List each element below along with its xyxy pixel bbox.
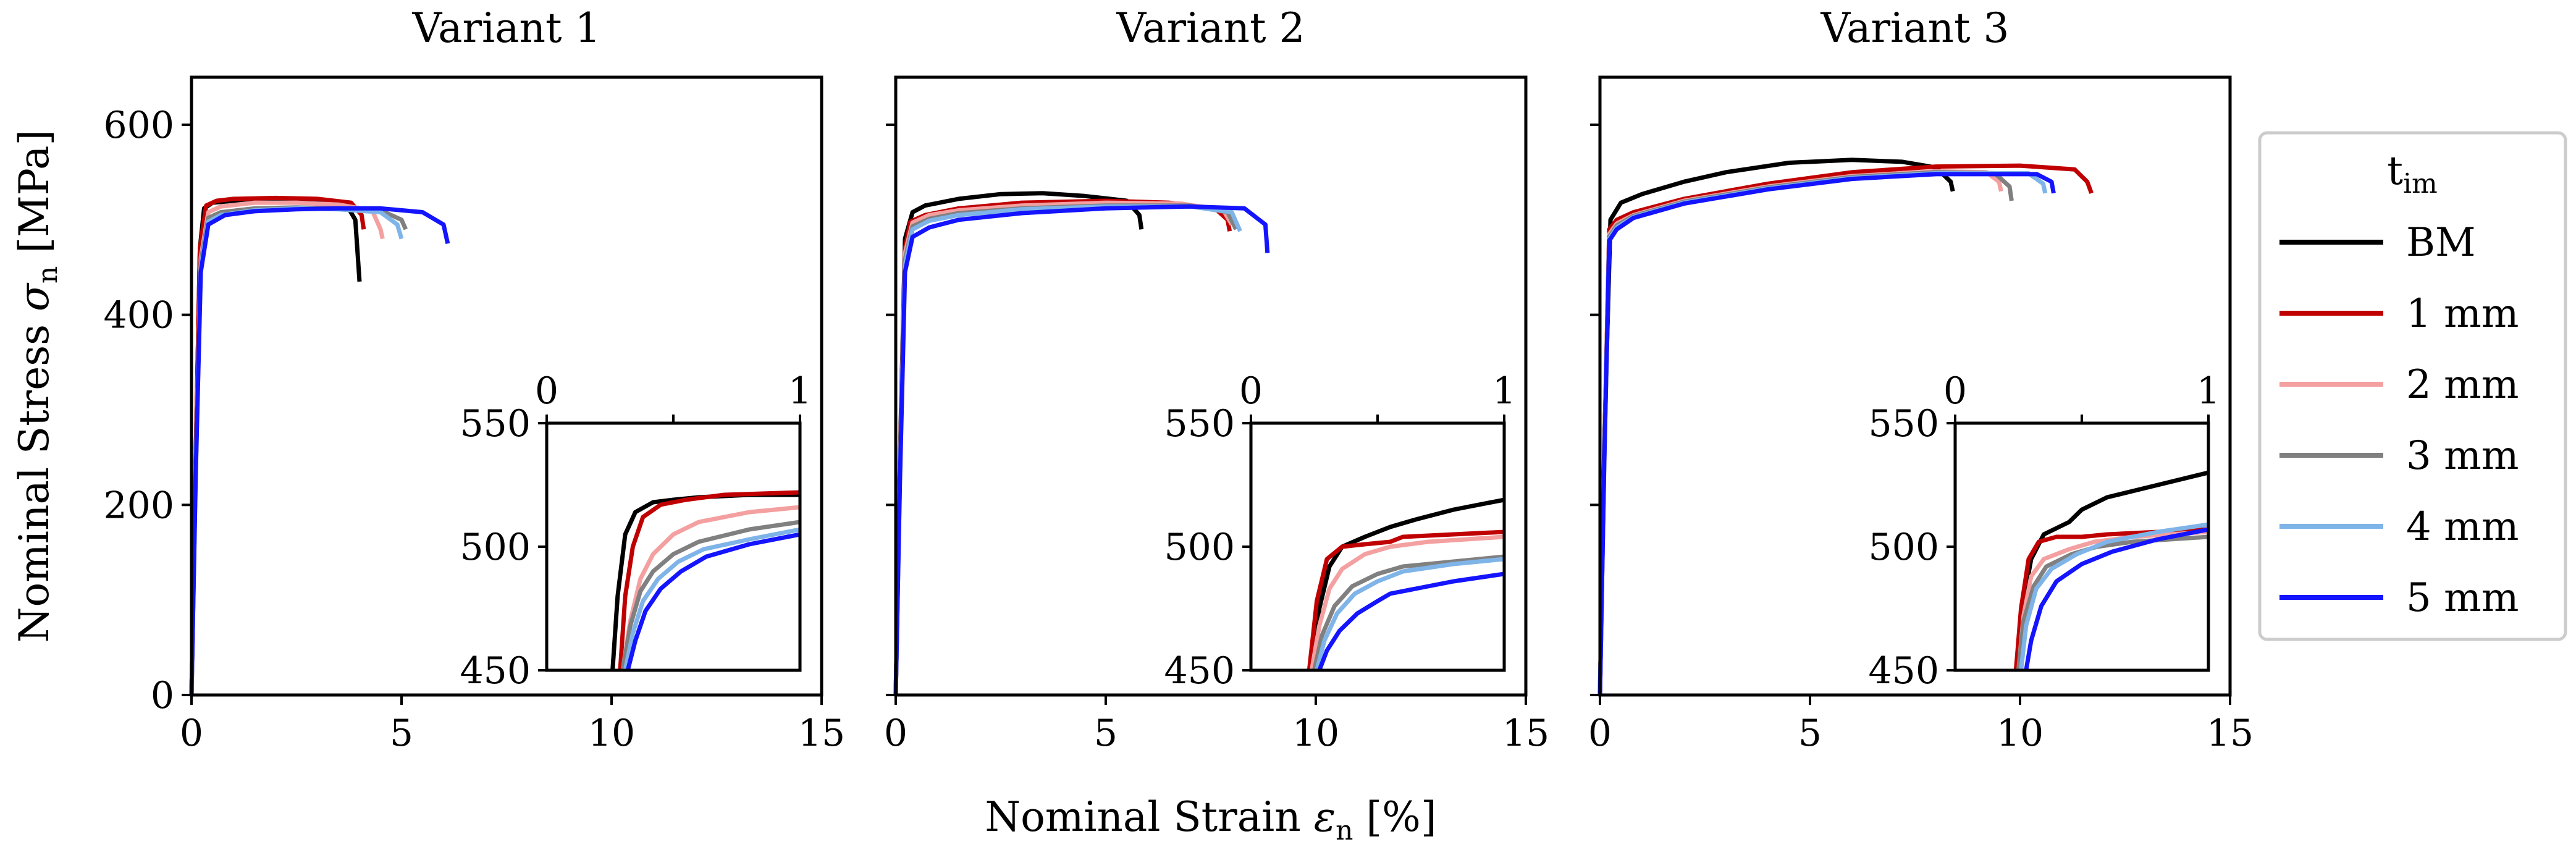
series-line-1-mm xyxy=(893,198,1232,696)
inset-series-line-3-mm xyxy=(620,520,800,670)
inset-series-line-5-mm xyxy=(2024,527,2208,670)
inset-series-line-bm xyxy=(1309,497,1504,670)
inset-series-line-5-mm xyxy=(1317,571,1504,670)
inset-y-tick-label: 500 xyxy=(460,526,531,569)
legend-box xyxy=(2258,131,2567,641)
series-line-5-mm xyxy=(189,206,450,696)
legend-label: 5 mm xyxy=(2406,575,2519,621)
series-line-bm xyxy=(893,191,1144,696)
inset-y-tick-label: 550 xyxy=(460,402,531,445)
x-tick-label: 10 xyxy=(1997,712,2044,755)
panel-title: Variant 2 xyxy=(1116,4,1305,52)
inset-series-line-3-mm xyxy=(2016,534,2208,670)
inset-series-line-4-mm xyxy=(1315,557,1504,670)
y-tick-label: 200 xyxy=(103,484,174,527)
inset-x-tick-label: 0 xyxy=(1239,369,1263,413)
legend-label: 1 mm xyxy=(2406,291,2519,337)
legend-label: BM xyxy=(2406,220,2476,266)
legend: tim BM 1 mm 2 mm 3 mm 4 mm 5 mm xyxy=(2258,131,2567,641)
series-line-5-mm xyxy=(893,204,1270,696)
inset-y-tick-label: 550 xyxy=(1868,402,1939,445)
inset-series-line-5-mm xyxy=(625,532,800,670)
inset-series-line-1-mm xyxy=(618,490,800,670)
panel-1: Variant 1 0 5 10 15 0 200 400 600 0 1 450 500 550 xyxy=(103,4,845,755)
series-line-4-mm xyxy=(189,206,404,696)
x-tick-label: 15 xyxy=(2207,712,2254,755)
inset-series-line-3-mm xyxy=(1312,554,1504,670)
inset-series-line-4-mm xyxy=(623,527,800,670)
inset-x-tick-label: 0 xyxy=(535,369,558,413)
plot-frame xyxy=(894,75,1528,697)
legend-label: 2 mm xyxy=(2406,362,2519,408)
inset-series-line-4-mm xyxy=(2019,522,2208,670)
inset-y-tick-label: 450 xyxy=(1868,649,1939,693)
x-tick-label: 10 xyxy=(588,712,635,755)
series-line-2-mm xyxy=(1597,169,2003,696)
inset-y-tick-label: 450 xyxy=(1164,649,1235,693)
series-line-5-mm xyxy=(1597,172,2056,696)
y-tick-label: 0 xyxy=(151,674,174,717)
y-axis-label: Nominal Stress σn [MPa] xyxy=(11,130,64,642)
panel-title: Variant 1 xyxy=(412,4,601,52)
inset-y-tick-label: 500 xyxy=(1868,526,1939,569)
series-line-bm xyxy=(189,198,362,696)
y-tick-label: 600 xyxy=(103,104,174,147)
legend-title: tim xyxy=(2387,148,2438,200)
x-tick-label: 15 xyxy=(1502,712,1549,755)
inset-x-tick-label: 0 xyxy=(1943,369,1967,413)
legend-label: 3 mm xyxy=(2406,433,2519,479)
series-line-3-mm xyxy=(189,205,408,696)
legend-label: 4 mm xyxy=(2406,504,2519,550)
x-tick-label: 5 xyxy=(1094,712,1118,755)
series-line-3-mm xyxy=(1597,170,2014,696)
plot-frame xyxy=(1598,75,2232,697)
x-tick-label: 10 xyxy=(1292,712,1339,755)
inset-x-tick-label: 1 xyxy=(1492,369,1516,413)
inset-x-tick-label: 1 xyxy=(788,369,812,413)
inset-lines xyxy=(1307,497,1504,670)
panel-2: Variant 2 0 5 10 15 0 1 450 500 550 xyxy=(884,4,1549,755)
series-line-2-mm xyxy=(893,200,1234,696)
inset-lines xyxy=(2013,470,2208,670)
series-line-1-mm xyxy=(1597,163,2094,696)
inset-series-line-2-mm xyxy=(1309,534,1504,670)
inset-background xyxy=(545,422,801,672)
x-tick-label: 0 xyxy=(1588,712,1612,755)
x-tick-label: 5 xyxy=(390,712,413,755)
x-tick-label: 5 xyxy=(1798,712,1822,755)
inset-y-tick-label: 500 xyxy=(1164,526,1235,569)
inset-series-line-1-mm xyxy=(2013,527,2208,670)
x-tick-label: 15 xyxy=(798,712,845,755)
series-line-1-mm xyxy=(189,195,366,696)
series-line-4-mm xyxy=(893,204,1242,696)
panel-title: Variant 3 xyxy=(1820,4,2010,52)
x-tick-label: 0 xyxy=(180,712,203,755)
x-axis-label: Nominal Strain εn [%] xyxy=(985,793,1436,846)
inset-y-tick-label: 450 xyxy=(460,649,531,693)
plot-frame xyxy=(190,75,823,697)
inset-x-tick-label: 1 xyxy=(2197,369,2220,413)
x-tick-label: 0 xyxy=(884,712,907,755)
inset-background xyxy=(1250,422,1505,672)
inset-series-line-1-mm xyxy=(1307,529,1504,670)
inset-y-tick-label: 550 xyxy=(1164,402,1235,445)
series-line-2-mm xyxy=(189,200,385,696)
inset-lines xyxy=(610,490,800,670)
panel-3: Variant 3 0 5 10 15 0 1 450 500 550 xyxy=(1588,4,2254,755)
y-tick-label: 400 xyxy=(103,294,174,337)
series-line-3-mm xyxy=(893,203,1238,696)
